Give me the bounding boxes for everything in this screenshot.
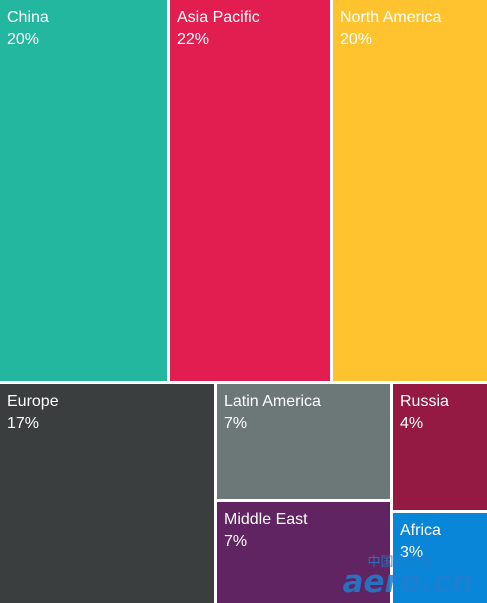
tile-value-europe: 17% bbox=[7, 415, 40, 432]
tile-name-europe: Europe bbox=[7, 393, 59, 410]
tile-label-russia: Russia 4% bbox=[400, 391, 449, 435]
tile-name-china: China bbox=[7, 9, 49, 26]
tile-name-middle-east: Middle East bbox=[224, 511, 308, 528]
tile-latin-america: Latin America 7% bbox=[217, 384, 390, 499]
tile-north-america: North America 20% bbox=[333, 0, 487, 381]
tile-value-china: 20% bbox=[7, 31, 40, 48]
tile-value-north-america: 20% bbox=[340, 31, 373, 48]
tile-label-china: China 20% bbox=[7, 7, 49, 51]
tile-label-north-america: North America 20% bbox=[340, 7, 441, 51]
tile-value-russia: 4% bbox=[400, 415, 424, 432]
tile-africa: Africa 3% bbox=[393, 513, 487, 603]
tile-name-north-america: North America bbox=[340, 9, 442, 26]
tile-value-asia-pacific: 22% bbox=[177, 31, 210, 48]
tile-china: China 20% bbox=[0, 0, 167, 381]
tile-value-latin-america: 7% bbox=[224, 415, 248, 432]
tile-label-latin-america: Latin America 7% bbox=[224, 391, 321, 435]
tile-value-africa: 3% bbox=[400, 544, 424, 561]
tile-middle-east: Middle East 7% bbox=[217, 502, 390, 603]
tile-name-russia: Russia bbox=[400, 393, 449, 410]
tile-asia-pacific: Asia Pacific 22% bbox=[170, 0, 330, 381]
tile-label-africa: Africa 3% bbox=[400, 520, 441, 564]
tile-name-africa: Africa bbox=[400, 522, 441, 539]
tile-name-latin-america: Latin America bbox=[224, 393, 321, 410]
tile-russia: Russia 4% bbox=[393, 384, 487, 510]
tile-label-europe: Europe 17% bbox=[7, 391, 59, 435]
tile-label-middle-east: Middle East 7% bbox=[224, 509, 308, 553]
tile-europe: Europe 17% bbox=[0, 384, 214, 603]
tile-label-asia-pacific: Asia Pacific 22% bbox=[177, 7, 260, 51]
tile-value-middle-east: 7% bbox=[224, 533, 248, 550]
tile-name-asia-pacific: Asia Pacific bbox=[177, 9, 260, 26]
